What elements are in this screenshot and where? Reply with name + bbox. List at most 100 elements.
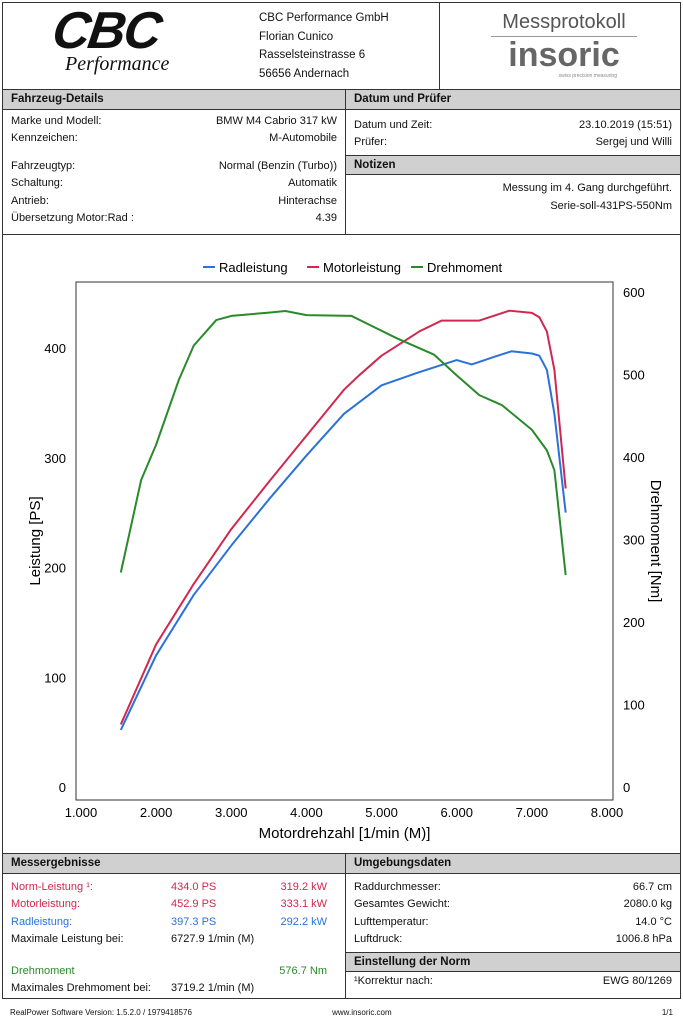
field-value: Automatik — [288, 177, 337, 190]
date-details: Datum und Prüfer Datum und Zeit: 23.10.20… — [346, 90, 680, 219]
footer: RealPower Software Version: 1.5.2.0 / 19… — [10, 1008, 673, 1017]
torque-value: 576.7 Nm — [279, 964, 327, 977]
company-address: CBC Performance GmbH Florian Cunico Rass… — [259, 9, 389, 83]
field-label: Gesamtes Gewicht: — [354, 898, 450, 911]
result-kw: 319.2 kW — [280, 880, 327, 893]
field-label: ¹Korrektur nach: — [354, 974, 433, 987]
field-label: Maximale Leistung bei: — [11, 933, 124, 946]
chart-section: 1.000 2.000 3.000 4.000 5.000 6.000 7.000 8.000… — [2, 234, 681, 855]
power-chart: 1.000 2.000 3.000 4.000 5.000 6.000 7.000 8.000… — [27, 260, 664, 842]
x-tick-label: 3.000 — [215, 805, 248, 820]
field-value: EWG 80/1269 — [602, 974, 672, 987]
x-tick-label: 4.000 — [290, 805, 323, 820]
address-line: 56656 Andernach — [259, 67, 350, 80]
x-tick-label: 8.000 — [591, 805, 624, 820]
report-brand: Messprotokoll insoric swiss precision me… — [491, 11, 637, 79]
field-label: Marke und Modell: — [11, 114, 102, 127]
field-label: Kennzeichen: — [11, 132, 78, 145]
insoric-logo: insoric — [508, 36, 620, 74]
y2-tick-label: 600 — [623, 285, 645, 300]
result-kw: 333.1 kW — [280, 898, 327, 911]
field-label: Raddurchmesser: — [354, 880, 441, 893]
y2-tick-label: 100 — [623, 698, 645, 713]
software-version: RealPower Software Version: 1.5.2.0 / 19… — [10, 1008, 192, 1017]
y2-tick-label: 200 — [623, 615, 645, 630]
vehicle-details: Fahrzeug-Details Marke und Modell: BMW M4… — [3, 90, 345, 227]
field-label: Prüfer: — [354, 136, 388, 149]
plot-area — [75, 281, 614, 801]
header-section: CBC Performance CBC Performance GmbH Flo… — [2, 2, 681, 90]
field-value: Sergej und Willi — [595, 136, 672, 149]
note-line: Serie-soll-431PS-550Nm — [550, 200, 672, 212]
result-row: Norm-Leistung ¹: 434.0 PS 319.2 kW — [11, 878, 337, 896]
field-value: 1006.8 hPa — [615, 933, 672, 946]
x-tick-label: 1.000 — [65, 805, 98, 820]
details-section: Fahrzeug-Details Marke und Modell: BMW M4… — [2, 89, 681, 235]
results-section: Messergebnisse Norm-Leistung ¹: 434.0 PS 3… — [2, 853, 681, 999]
field-label: Datum und Zeit: — [354, 118, 433, 131]
norm-header: Einstellung der Norm — [346, 952, 680, 972]
field-label: Lufttemperatur: — [354, 915, 429, 928]
field-value: 66.7 cm — [632, 880, 672, 893]
y2-axis-label: Drehmoment [Nm] — [647, 480, 664, 603]
environment-data: Umgebungsdaten Raddurchmesser: 66.7 cm Ges… — [346, 854, 680, 990]
field-label: Luftdruck: — [354, 933, 403, 946]
environment-row: Raddurchmesser: 66.7 cm — [354, 878, 672, 896]
field-value: Hinterachse — [278, 194, 337, 207]
field-label: Fahrzeugtyp: — [11, 159, 76, 172]
y-tick-label: 100 — [44, 670, 66, 685]
brand-tagline: swiss precision measuring — [558, 73, 617, 79]
y2-tick-label: 300 — [623, 533, 645, 548]
environment-row: Luftdruck: 1006.8 hPa — [354, 931, 672, 949]
field-value: BMW M4 Cabrio 317 kW — [215, 114, 337, 127]
address-line: Rasselsteinstrasse 6 — [259, 49, 366, 61]
y2-tick-label: 0 — [623, 780, 630, 795]
series-line-motorleistung — [119, 309, 567, 725]
x-tick-label: 2.000 — [140, 805, 173, 820]
x-tick-label: 7.000 — [516, 805, 549, 820]
y-tick-label: 200 — [44, 561, 66, 576]
environment-row: Lufttemperatur: 14.0 °C — [354, 913, 672, 931]
legend-label: Radleistung — [219, 260, 288, 275]
y2-tick-label: 500 — [623, 368, 645, 383]
field-value: Normal (Benzin (Turbo)) — [218, 159, 337, 172]
x-axis-label: Motordrehzahl [1/min (M)] — [259, 825, 431, 842]
report-title: Messprotokoll — [491, 11, 637, 37]
environment-header: Umgebungsdaten — [346, 854, 680, 874]
y-axis-label: Leistung [PS] — [27, 496, 44, 585]
series-line-drehmoment — [119, 309, 567, 576]
y-tick-label: 400 — [44, 341, 66, 356]
note-line: Messung im 4. Gang durchgeführt. — [502, 182, 672, 194]
field-value: 4.39 — [315, 212, 337, 225]
results-header: Messergebnisse — [3, 854, 345, 874]
address-line: Florian Cunico — [259, 30, 334, 43]
field-label: Übersetzung Motor:Rad : — [11, 212, 134, 225]
field-label: Schaltung: — [11, 177, 63, 190]
field-value: 14.0 °C — [635, 915, 672, 928]
result-label: Radleistung: — [11, 915, 73, 928]
cbc-logo: CBC Performance — [48, 2, 170, 75]
page-number: 1/1 — [661, 1008, 673, 1017]
y-tick-label: 0 — [59, 780, 66, 795]
x-tick-label: 6.000 — [440, 805, 473, 820]
field-value: 2080.0 kg — [623, 898, 672, 911]
result-ps: 397.3 PS — [171, 915, 217, 928]
result-ps: 452.9 PS — [171, 898, 217, 911]
legend-label: Drehmoment — [427, 260, 503, 275]
address-line: CBC Performance GmbH — [259, 12, 389, 24]
environment-row: Gesamtes Gewicht: 2080.0 kg — [354, 896, 672, 914]
y2-tick-label: 400 — [623, 450, 645, 465]
result-label: Norm-Leistung ¹: — [11, 880, 93, 893]
field-value: 3719.2 1/min (M) — [171, 982, 255, 995]
field-label: Maximales Drehmoment bei: — [11, 982, 151, 995]
field-value: 23.10.2019 (15:51) — [579, 118, 672, 131]
date-header: Datum und Prüfer — [346, 90, 680, 110]
result-label: Motorleistung: — [11, 898, 81, 911]
notes-body: Messung im 4. Gang durchgeführt. Serie-s… — [346, 175, 680, 219]
y-tick-label: 300 — [44, 451, 66, 466]
measurement-results: Messergebnisse Norm-Leistung ¹: 434.0 PS 3… — [3, 854, 345, 1001]
series-line-radleistung — [119, 350, 567, 731]
field-value: M-Automobile — [269, 132, 337, 145]
website-link[interactable]: www.insoric.com — [332, 1008, 392, 1017]
notes-header: Notizen — [346, 155, 680, 175]
